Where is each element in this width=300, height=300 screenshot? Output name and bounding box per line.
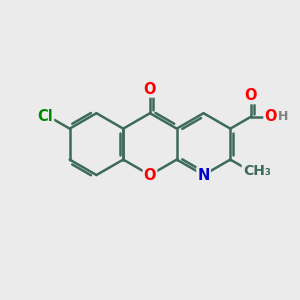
Text: O: O <box>265 110 277 124</box>
Text: O: O <box>144 82 156 97</box>
Text: N: N <box>197 167 210 182</box>
Text: O: O <box>144 167 156 182</box>
Text: O: O <box>244 88 257 103</box>
Text: CH₃: CH₃ <box>243 164 271 178</box>
Text: Cl: Cl <box>38 109 53 124</box>
Text: H: H <box>278 110 288 123</box>
